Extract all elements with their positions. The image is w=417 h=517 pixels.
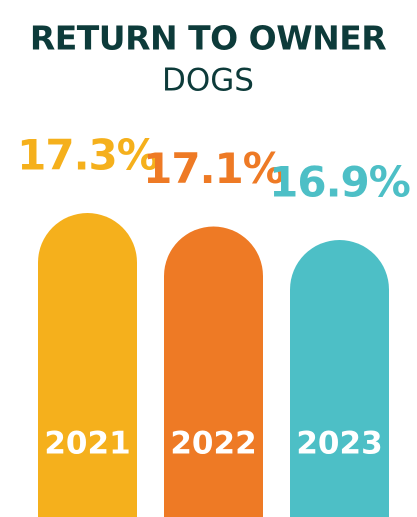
chart-title: RETURN TO OWNER bbox=[30, 19, 386, 58]
value-label: 17.1% bbox=[143, 144, 284, 193]
value-label: 16.9% bbox=[269, 158, 410, 207]
x-tick-label: 2023 bbox=[296, 426, 382, 462]
bar bbox=[290, 240, 389, 517]
value-label: 17.3% bbox=[17, 131, 158, 180]
x-tick-label: 2021 bbox=[44, 426, 130, 462]
bar bbox=[164, 226, 263, 517]
x-tick-label: 2022 bbox=[170, 426, 256, 462]
chart-subtitle: DOGS bbox=[162, 63, 254, 99]
bar bbox=[38, 213, 137, 517]
